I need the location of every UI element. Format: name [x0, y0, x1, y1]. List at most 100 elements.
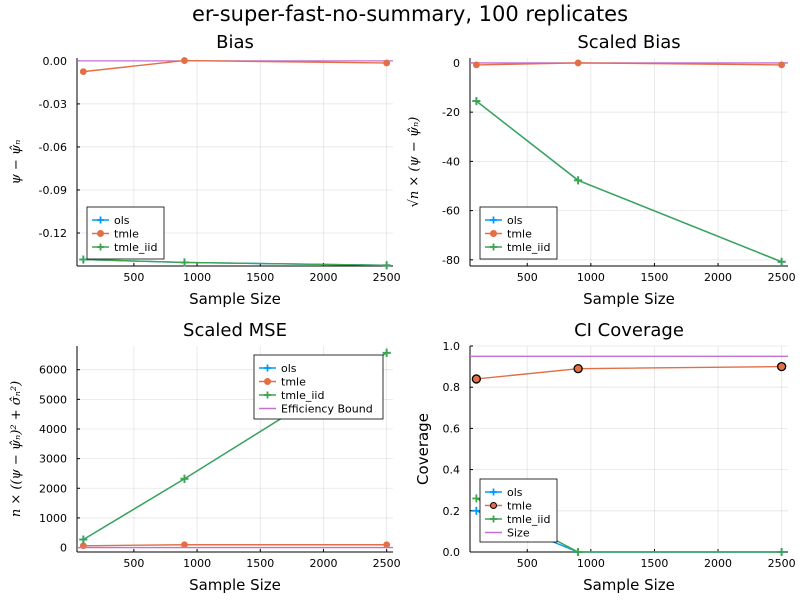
- legend-label: ols: [507, 486, 523, 499]
- x-tick-label: 2000: [309, 271, 337, 284]
- y-tick-label: 0.00: [43, 55, 68, 68]
- data-point-tmle: [79, 68, 87, 76]
- legend-marker-circle: [97, 230, 104, 237]
- y-tick-label: 0.8: [443, 381, 461, 394]
- legend-item-ols: ols: [92, 214, 130, 227]
- legend-item-ols: ols: [485, 214, 523, 227]
- legend-label: tmle_iid: [281, 389, 324, 402]
- x-tick-label: 2000: [704, 271, 732, 284]
- y-axis-label: ψ − ψ̂ₙ: [9, 140, 24, 185]
- data-point-ols: [472, 506, 481, 515]
- legend-item-ols: ols: [485, 486, 523, 499]
- data-point-tmle_iid: [777, 548, 786, 556]
- y-tick-label: 0.2: [443, 505, 461, 518]
- data-point-tmle_iid: [472, 494, 481, 503]
- data-point-tmle: [472, 61, 480, 69]
- x-tick-label: 2000: [704, 557, 732, 570]
- x-tick-label: 500: [123, 271, 144, 284]
- x-tick-label: 500: [123, 557, 144, 570]
- panel-title: CI Coverage: [574, 320, 684, 341]
- legend-label: tmle_iid: [114, 241, 157, 254]
- legend-label: ols: [114, 214, 130, 227]
- legend-label: ols: [507, 214, 523, 227]
- data-point-tmle_iid: [79, 535, 88, 544]
- legend-item-tmle: tmle: [92, 228, 139, 241]
- y-tick-label: 3000: [39, 453, 67, 466]
- y-tick-label: 0.0: [443, 546, 461, 559]
- y-tick-label: 0.4: [443, 464, 461, 477]
- y-tick-label: 0.6: [443, 422, 461, 435]
- x-tick-label: 1000: [183, 557, 211, 570]
- panel-title: Scaled Bias: [577, 32, 680, 53]
- x-tick-label: 500: [517, 271, 538, 284]
- data-point-tmle: [383, 541, 391, 549]
- legend-item-tmle_iid: tmle_iid: [92, 241, 157, 254]
- panel-title: Scaled MSE: [183, 320, 287, 341]
- data-point-tmle_iid: [382, 348, 391, 357]
- legend-label: Efficiency Bound: [281, 403, 373, 416]
- x-tick-label: 1000: [577, 271, 605, 284]
- y-tick-label: 5000: [39, 393, 67, 406]
- legend-item-tmle: tmle: [485, 500, 532, 513]
- panel-1: Bias 500 1000 1500 2000 2500 0.00 -0.03 -0.06 -0.…: [9, 32, 401, 308]
- data-point-tmle: [573, 364, 583, 374]
- series-line-tmle_iid: [83, 258, 387, 266]
- data-point-tmle_iid: [382, 261, 391, 270]
- y-axis-label: n × ((ψ − ψ̂ₙ)² + σ̂ₙ²): [9, 381, 24, 517]
- data-point-tmle: [181, 541, 188, 549]
- legend-marker-circle: [264, 378, 271, 385]
- series-line-tmle: [83, 544, 387, 547]
- data-point-tmle_iid: [79, 255, 88, 264]
- x-tick-label: 2500: [768, 271, 796, 284]
- legend-marker-circle: [490, 230, 497, 237]
- panel-4: CI Coverage 500 1000 1500 2000 2500 0.0 0.2 0.4 0…: [414, 320, 796, 594]
- y-tick-label: 1.0: [443, 340, 461, 353]
- legend-label: Size: [507, 527, 530, 540]
- legend-label: ols: [281, 362, 297, 375]
- y-tick-label: -60: [442, 205, 460, 218]
- legend-item-size: Size: [485, 527, 530, 540]
- x-tick-label: 2500: [373, 557, 401, 570]
- y-tick-label: -80: [442, 254, 460, 267]
- legend-item-tmle_iid: tmle_iid: [485, 513, 550, 526]
- legend-item-tmle: tmle: [485, 228, 532, 241]
- panel-2: Scaled Bias 500 1000 1500 2000 2500 0 -20 -40 -60…: [407, 32, 796, 308]
- x-tick-label: 2500: [768, 557, 796, 570]
- x-tick-label: 2000: [309, 557, 337, 570]
- legend-label: tmle: [114, 228, 139, 241]
- x-tick-label: 1000: [183, 271, 211, 284]
- legend-item-tmle: tmle: [259, 376, 306, 389]
- y-tick-label: -0.03: [39, 98, 67, 111]
- x-tick-label: 1500: [246, 557, 274, 570]
- y-tick-label: -0.09: [39, 184, 67, 197]
- legend-label: tmle: [507, 228, 532, 241]
- data-point-tmle_iid: [180, 474, 189, 483]
- y-axis-label: √n × (ψ − ψ̂ₙ): [407, 117, 422, 208]
- y-axis-label: Coverage: [414, 413, 432, 485]
- y-tick-label: 1000: [39, 512, 67, 525]
- y-tick-label: -20: [442, 106, 460, 119]
- legend-item-tmle_iid: tmle_iid: [259, 389, 324, 402]
- legend-label: tmle: [507, 500, 532, 513]
- data-point-tmle_iid: [472, 97, 481, 106]
- data-point-tmle: [776, 361, 787, 372]
- x-tick-label: 500: [517, 557, 538, 570]
- legend-label: tmle_iid: [507, 241, 550, 254]
- x-tick-label: 1500: [640, 557, 668, 570]
- data-point-tmle: [778, 61, 786, 69]
- panel-3: Scaled MSE 500 1000 1500 2000 2500 0 1000 2000 30…: [9, 320, 401, 594]
- x-tick-label: 2500: [373, 271, 401, 284]
- data-point-tmle_iid: [574, 176, 583, 185]
- series-line-tmle: [476, 365, 782, 380]
- y-tick-label: -0.06: [39, 141, 67, 154]
- data-point-tmle: [181, 57, 188, 64]
- x-axis-label: Sample Size: [189, 290, 281, 308]
- y-tick-label: 0: [60, 542, 67, 555]
- y-tick-label: 2000: [39, 482, 67, 495]
- data-point-tmle_iid: [777, 257, 786, 266]
- y-tick-label: 4000: [39, 423, 67, 436]
- legend-label: tmle_iid: [507, 513, 550, 526]
